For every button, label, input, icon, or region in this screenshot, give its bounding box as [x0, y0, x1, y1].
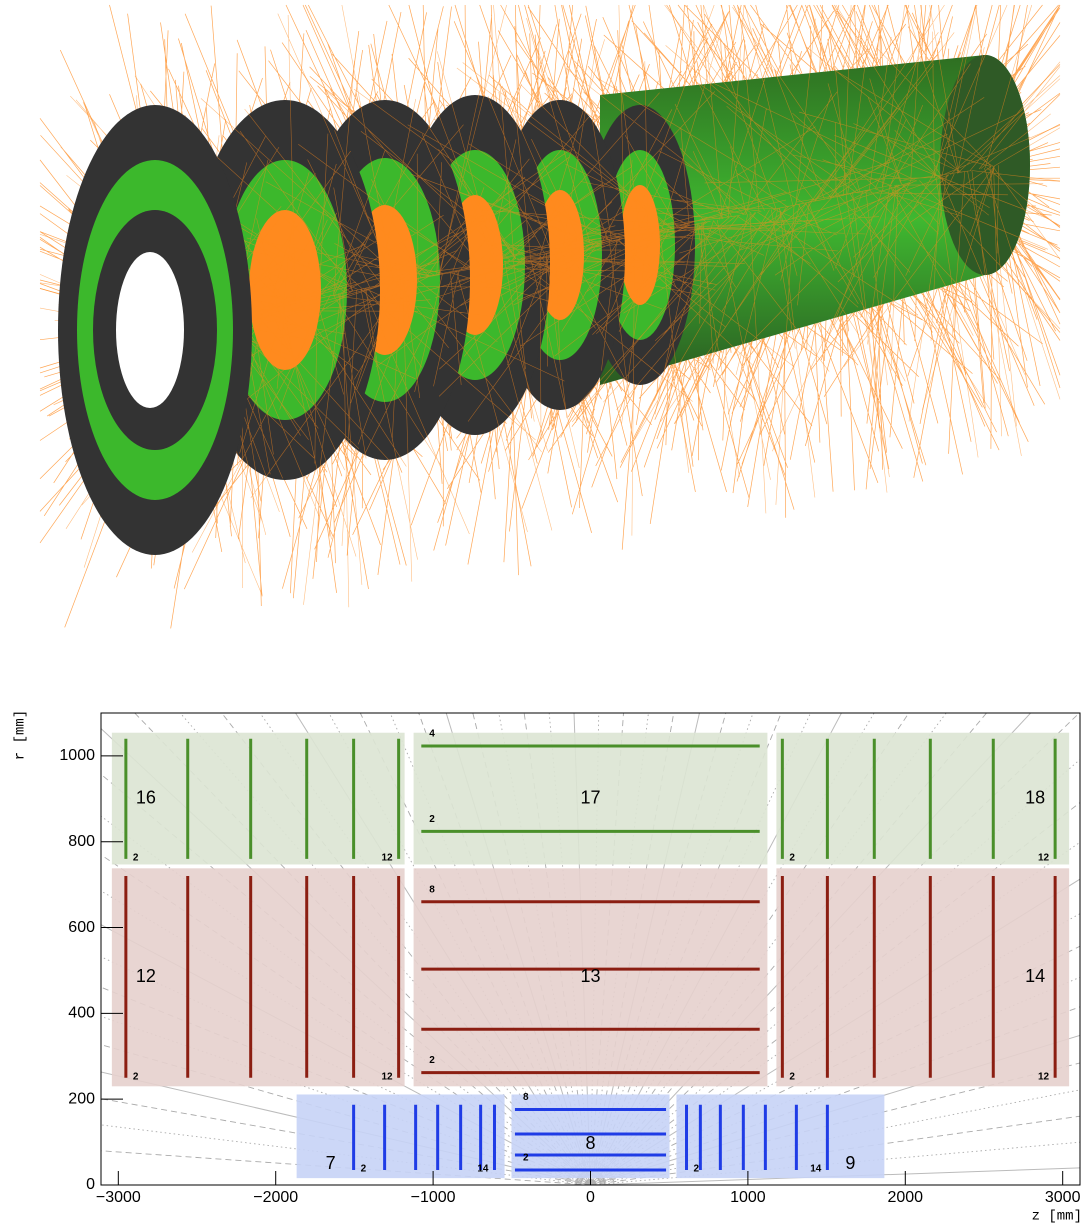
page: 2 14 7 2 8 8 2 14 9 2 12 12 2 8 13 2 12 14 2 12 16 2 4 17 2 12 18 0…: [0, 0, 1090, 1226]
layer-index: 8: [523, 1092, 529, 1103]
layer-index: 2: [694, 1164, 700, 1175]
volume-label: 17: [580, 787, 600, 807]
volume-label: 7: [326, 1153, 336, 1173]
y-axis-label: r [mm]: [13, 710, 29, 760]
layer-index: 12: [1038, 853, 1050, 864]
volume-label: 8: [585, 1133, 595, 1153]
detector-render: [40, 5, 1060, 628]
figure: 2 14 7 2 8 8 2 14 9 2 12 12 2 8 13 2 12 14 2 12 16 2 4 17 2 12 18 0…: [0, 0, 1090, 1226]
layer-index: 8: [429, 884, 435, 895]
x-tick-label: −1000: [411, 1189, 456, 1206]
layer-index: 2: [361, 1164, 367, 1175]
y-tick-label: 600: [68, 919, 95, 936]
layer-index: 2: [429, 814, 435, 825]
volume-label: 14: [1025, 966, 1045, 986]
layer-index: 2: [789, 1071, 795, 1082]
x-tick-label: −2000: [253, 1189, 298, 1206]
layer-index: 14: [810, 1164, 822, 1175]
volume-label: 12: [136, 966, 156, 986]
x-tick-label: 1000: [730, 1189, 766, 1206]
x-tick-label: 0: [586, 1189, 595, 1206]
x-tick-label: 2000: [887, 1189, 923, 1206]
layout-plot: 2 14 7 2 8 8 2 14 9 2 12 12 2 8 13 2 12 14 2 12 16 2 4 17 2 12 18 0…: [59, 729, 1080, 1207]
volume-label: 13: [580, 966, 600, 986]
layer-index: 2: [133, 1071, 139, 1082]
layer-index: 2: [133, 853, 139, 864]
layer-index: 2: [523, 1153, 529, 1164]
y-tick-label: 800: [68, 833, 95, 850]
layer-index: 2: [789, 853, 795, 864]
x-axis-label: z [mm]: [1032, 1209, 1082, 1225]
x-tick-label: 3000: [1045, 1189, 1081, 1206]
layer-index: 12: [1038, 1071, 1050, 1082]
layer-index: 12: [382, 853, 394, 864]
volume-label: 18: [1025, 787, 1045, 807]
layer-index: 4: [429, 729, 435, 740]
volume-label: 16: [136, 787, 156, 807]
layer-index: 14: [477, 1164, 489, 1175]
y-tick-label: 200: [68, 1090, 95, 1107]
layer-index: 2: [429, 1055, 435, 1066]
front-disk: [58, 105, 252, 555]
y-tick-label: 1000: [59, 747, 95, 764]
volume-label: 9: [845, 1153, 855, 1173]
x-tick-label: −3000: [96, 1189, 141, 1206]
layer-index: 12: [382, 1071, 394, 1082]
y-tick-label: 400: [68, 1005, 95, 1022]
y-tick-label: 0: [86, 1176, 95, 1193]
